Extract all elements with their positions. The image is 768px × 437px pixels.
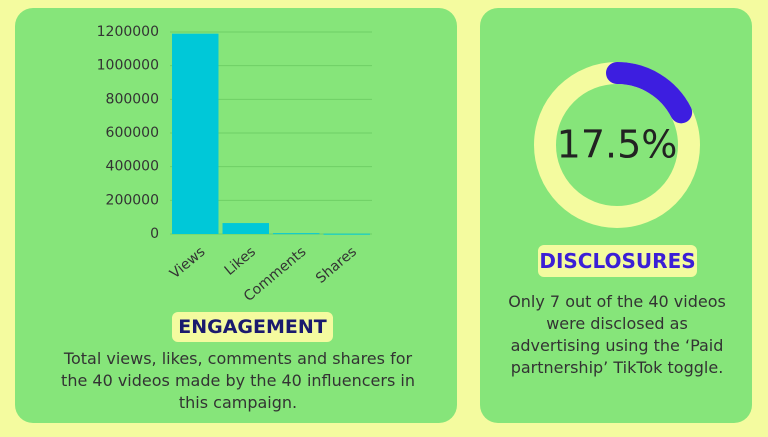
chart-title: ENGAGEMENT bbox=[172, 312, 333, 342]
x-tick-label: Likes bbox=[222, 244, 259, 279]
chart-title: DISCLOSURES bbox=[538, 245, 697, 277]
donut-arc bbox=[606, 62, 693, 124]
engagement-panel bbox=[15, 8, 457, 423]
caption: Only 7 out of the 40 videos were disclos… bbox=[508, 292, 726, 377]
x-tick-label: Views bbox=[167, 244, 208, 282]
y-tick-label: 400000 bbox=[106, 159, 159, 175]
y-tick-label: 1200000 bbox=[97, 24, 159, 40]
bar bbox=[273, 233, 320, 235]
y-tick-label: 200000 bbox=[106, 192, 159, 208]
caption: Total views, likes, comments and shares … bbox=[61, 349, 415, 412]
bar bbox=[323, 233, 370, 235]
y-tick-label: 0 bbox=[150, 226, 159, 242]
donut-label: 17.5% bbox=[557, 123, 678, 167]
y-tick-label: 600000 bbox=[106, 125, 159, 141]
y-tick-label: 800000 bbox=[106, 91, 159, 107]
bar bbox=[172, 33, 219, 234]
bar bbox=[222, 223, 269, 234]
y-tick-label: 1000000 bbox=[97, 58, 159, 74]
x-tick-label: Shares bbox=[313, 244, 360, 287]
